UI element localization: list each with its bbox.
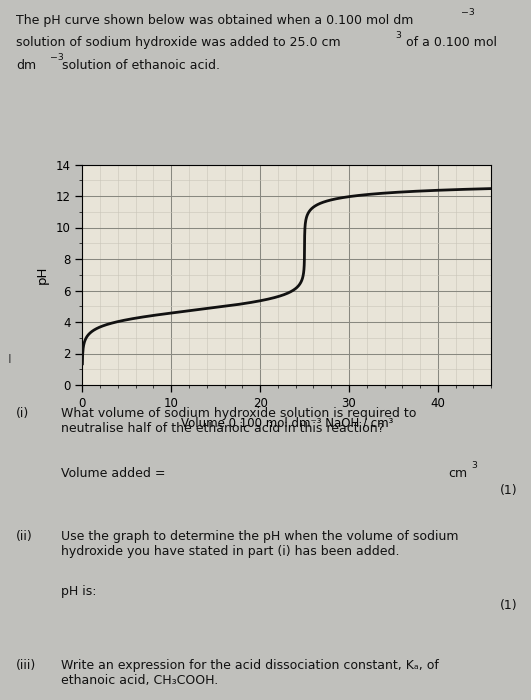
Text: What volume of sodium hydroxide solution is required to
neutralise half of the e: What volume of sodium hydroxide solution… [61,407,416,435]
Text: (1): (1) [500,598,518,612]
Text: solution of sodium hydroxide was added to 25.0 cm: solution of sodium hydroxide was added t… [16,36,340,50]
Text: (i): (i) [16,407,29,421]
Text: solution of ethanoic acid.: solution of ethanoic acid. [58,59,220,72]
Text: The pH curve shown below was obtained when a 0.100 mol dm: The pH curve shown below was obtained wh… [16,14,413,27]
Text: (1): (1) [500,484,518,498]
Text: pH is:: pH is: [61,584,97,598]
Text: −3: −3 [461,8,475,18]
Text: −3: −3 [50,53,64,62]
X-axis label: Volume 0.100 mol dm⁻³ NaOH / cm³: Volume 0.100 mol dm⁻³ NaOH / cm³ [181,416,393,430]
Text: I: I [8,353,11,365]
Y-axis label: pH: pH [36,265,48,284]
Text: Write an expression for the acid dissociation constant, Kₐ, of
ethanoic acid, CH: Write an expression for the acid dissoci… [61,659,439,687]
Text: cm: cm [449,467,468,480]
Text: Volume added =: Volume added = [61,467,166,480]
Text: 3: 3 [472,461,477,470]
Text: 3: 3 [395,31,401,40]
Text: dm: dm [16,59,36,72]
Text: of a 0.100 mol: of a 0.100 mol [402,36,498,50]
Text: Use the graph to determine the pH when the volume of sodium
hydroxide you have s: Use the graph to determine the pH when t… [61,530,459,558]
Text: (ii): (ii) [16,530,33,543]
Text: (iii): (iii) [16,659,36,673]
